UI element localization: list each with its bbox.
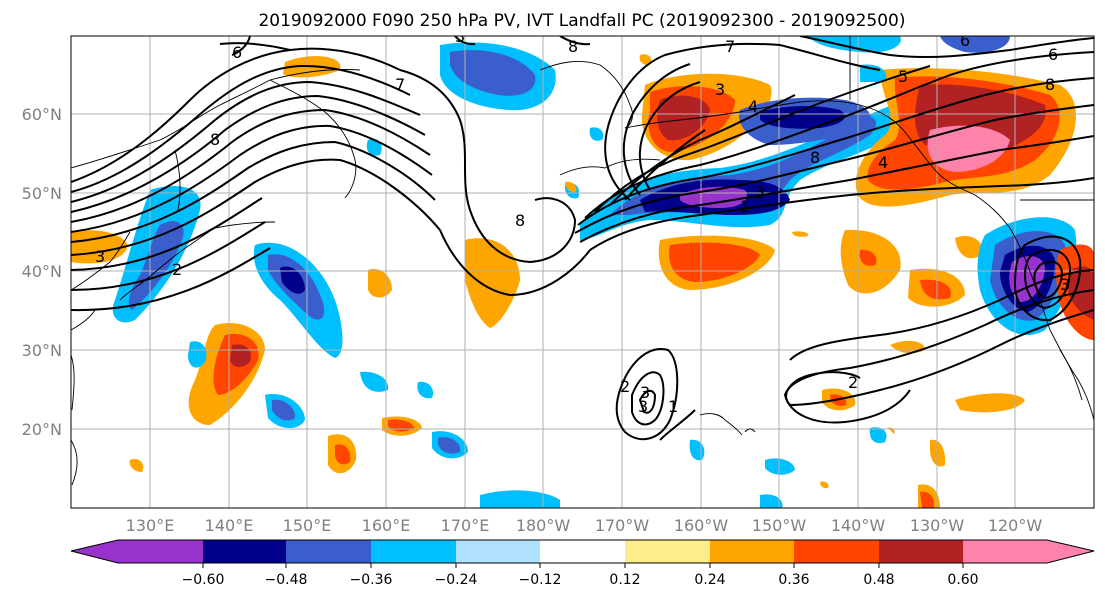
colorbar-tick-label: −0.60 xyxy=(182,572,225,588)
lon-label: 170°E xyxy=(441,516,490,535)
map-frame xyxy=(70,35,1095,509)
colorbar-outline xyxy=(70,539,1095,564)
lon-label: 160°W xyxy=(674,516,729,535)
lon-label: 150°W xyxy=(752,516,807,535)
colorbar-segment xyxy=(286,540,371,563)
contour-label: 1 xyxy=(740,197,750,216)
lat-label: 20°N xyxy=(22,420,62,439)
contour-label: 6 xyxy=(1048,45,1058,64)
colorbar-segment xyxy=(71,540,203,563)
colorbar-tick-label: 0.36 xyxy=(778,572,809,588)
colorbar-segment xyxy=(625,540,710,563)
lat-label: 40°N xyxy=(22,262,62,281)
colorbar-tick-label: 0.12 xyxy=(609,572,640,588)
lon-label: 140°W xyxy=(831,516,886,535)
contour-label: 5 xyxy=(898,67,908,86)
contour-label: 1 xyxy=(668,397,678,416)
lon-label: 150°E xyxy=(283,516,332,535)
contour-label-group: 6 7 8 3 7 6 5 8 3 4 8 3 8 1 3 4 6 8 2 3 … xyxy=(95,27,1070,416)
lon-label: 130°W xyxy=(910,516,965,535)
colorbar-tick-label: 0.60 xyxy=(947,572,978,588)
contour-label: 4 xyxy=(748,97,758,116)
figure-title: 2019092000 F090 250 hPa PV, IVT Landfall… xyxy=(258,11,905,31)
pv-shading xyxy=(71,36,1094,508)
lon-label: 140°E xyxy=(205,516,254,535)
contour-label: 3 xyxy=(638,397,648,416)
colorbar-segment xyxy=(710,540,794,563)
contour-label: 3 xyxy=(715,80,725,99)
lon-label: 180°W xyxy=(516,516,571,535)
longitude-labels: 130°E 140°E 150°E 160°E 170°E 180°W 170°… xyxy=(126,516,1043,535)
lat-label: 50°N xyxy=(22,184,62,203)
contour-label: 3 xyxy=(640,383,650,402)
lon-label: 120°W xyxy=(988,516,1043,535)
colorbar: −0.60 −0.48 −0.36 −0.24 −0.12 0.12 0.24 … xyxy=(70,539,1095,588)
colorbar-segment xyxy=(794,540,879,563)
colorbar-tick-label: 0.24 xyxy=(694,572,725,588)
contour-label: 6 xyxy=(232,43,242,62)
contour-label: 7 xyxy=(725,37,735,56)
lat-label: 60°N xyxy=(22,105,62,124)
contour-label: 8 xyxy=(810,148,820,167)
colorbar-segment xyxy=(540,540,625,563)
colorbar-tick-label: −0.48 xyxy=(265,572,308,588)
contour-label: 2 xyxy=(848,373,858,392)
contour-label: 8 xyxy=(515,211,525,230)
colorbar-segment xyxy=(456,540,540,563)
colorbar-segment xyxy=(203,540,286,563)
contour-label: 2 xyxy=(620,377,630,396)
contour-label: 6 xyxy=(960,31,970,50)
contour-label: 3 xyxy=(95,247,105,266)
contour-label: 8 xyxy=(1045,75,1055,94)
lon-label: 160°E xyxy=(362,516,411,535)
contour-label: 4 xyxy=(878,153,888,172)
contour-label: 2 xyxy=(172,260,182,279)
pv-contours xyxy=(71,36,1094,441)
latitude-labels: 20°N 30°N 40°N 50°N 60°N xyxy=(22,105,62,439)
lon-label: 170°W xyxy=(595,516,650,535)
colorbar-tick-label: −0.24 xyxy=(435,572,478,588)
contour-label: 3 xyxy=(755,183,765,202)
lon-label: 130°E xyxy=(126,516,175,535)
contour-label: 3 xyxy=(455,27,465,46)
colorbar-tick-label: −0.36 xyxy=(350,572,393,588)
colorbar-tick-label: 0.48 xyxy=(863,572,894,588)
colorbar-segment xyxy=(879,540,963,563)
colorbar-segment xyxy=(963,540,1094,563)
contour-label: 7 xyxy=(395,75,405,94)
lat-label: 30°N xyxy=(22,341,62,360)
colorbar-tick-label: −0.12 xyxy=(519,572,562,588)
contour-label: 8 xyxy=(210,130,220,149)
contour-label: 8 xyxy=(568,37,578,56)
coastlines xyxy=(71,36,1094,486)
colorbar-segment xyxy=(371,540,456,563)
contour-label: 3 xyxy=(1060,275,1070,294)
